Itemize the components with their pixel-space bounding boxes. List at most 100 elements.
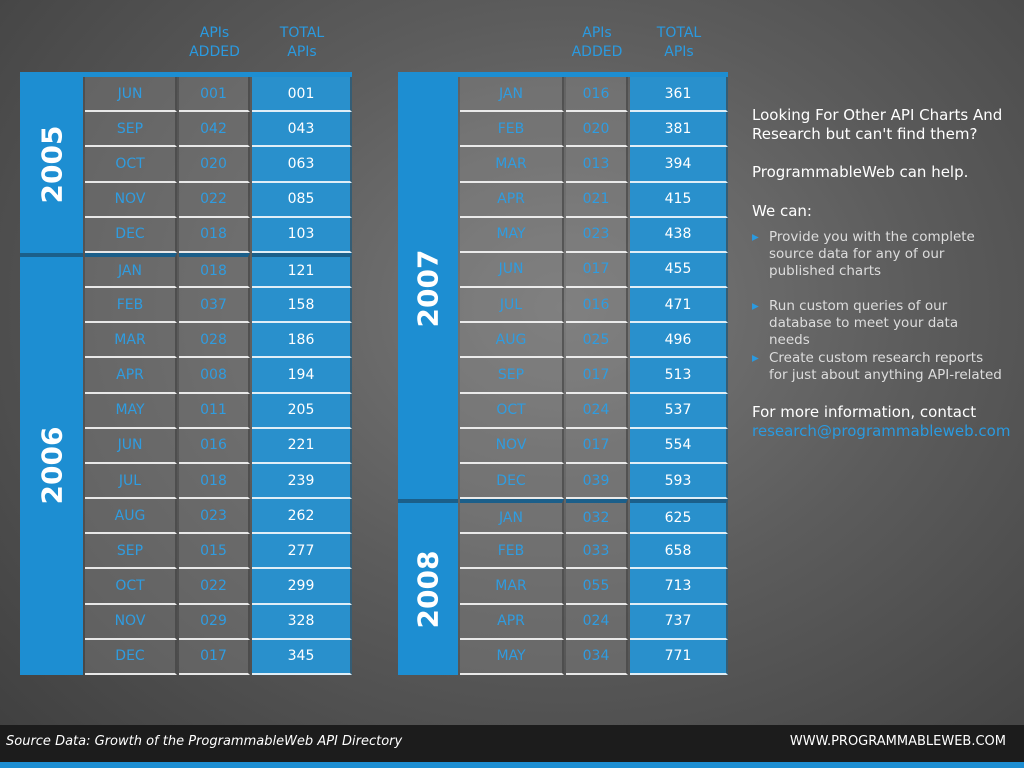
- month-cell: OCT: [85, 569, 177, 605]
- apis-added-cell: 008: [179, 358, 250, 394]
- sidebar-we-can: We can:: [752, 202, 812, 220]
- month-cell: MAY: [460, 639, 564, 675]
- apis-added-cell: 021: [566, 182, 628, 218]
- sidebar-bullet: Provide you with the complete source dat…: [752, 229, 1002, 280]
- apis-added-cell: 020: [179, 147, 250, 183]
- month-cell: MAR: [85, 323, 177, 359]
- apis-added-cell: 017: [566, 358, 628, 394]
- apis-added-cell: 017: [566, 252, 628, 289]
- apis-added-cell: 020: [566, 112, 628, 148]
- total-apis-cell: 415: [630, 182, 728, 218]
- month-cell: OCT: [85, 147, 177, 183]
- column-header: APIs: [287, 44, 317, 60]
- month-cell: AUG: [85, 499, 177, 535]
- apis-added-cell: 023: [179, 499, 250, 535]
- total-apis-cell: 063: [252, 147, 352, 183]
- year-cell: 2007: [398, 77, 458, 500]
- column-header: APIs: [664, 44, 694, 60]
- year-label: 2005: [35, 125, 68, 204]
- month-cell: DEC: [85, 639, 177, 675]
- total-apis-cell: 471: [630, 288, 728, 324]
- total-apis-cell: 043: [252, 112, 352, 148]
- footer-bar: [0, 725, 1024, 762]
- month-cell: SEP: [460, 358, 564, 394]
- footer-source: Source Data: Growth of the ProgrammableW…: [6, 734, 403, 749]
- total-apis-cell: 496: [630, 323, 728, 359]
- month-cell: JUL: [460, 288, 564, 324]
- apis-added-cell: 018: [179, 252, 250, 289]
- apis-added-cell: 037: [179, 288, 250, 324]
- total-apis-cell: 554: [630, 428, 728, 464]
- apis-added-cell: 028: [179, 323, 250, 359]
- total-apis-cell: 381: [630, 112, 728, 148]
- total-apis-cell: 085: [252, 182, 352, 218]
- apis-added-cell: 015: [179, 534, 250, 570]
- apis-added-cell: 016: [566, 77, 628, 113]
- total-apis-cell: 625: [630, 499, 728, 535]
- month-cell: SEP: [85, 534, 177, 570]
- month-cell: APR: [85, 358, 177, 394]
- total-apis-cell: 121: [252, 252, 352, 289]
- month-cell: FEB: [460, 112, 564, 148]
- apis-added-cell: 011: [179, 393, 250, 429]
- month-cell: AUG: [460, 323, 564, 359]
- apis-added-cell: 017: [566, 428, 628, 464]
- month-cell: JUN: [85, 428, 177, 464]
- apis-added-cell: 024: [566, 604, 628, 640]
- apis-added-cell: 042: [179, 112, 250, 148]
- total-apis-cell: 299: [252, 569, 352, 605]
- total-apis-cell: 205: [252, 393, 352, 429]
- footer-stripe: [0, 762, 1024, 768]
- column-header: ADDED: [189, 44, 240, 60]
- column-header: APIs: [582, 25, 612, 41]
- year-cell: 2005: [20, 77, 83, 253]
- total-apis-cell: 361: [630, 77, 728, 113]
- total-apis-cell: 194: [252, 358, 352, 394]
- total-apis-cell: 537: [630, 393, 728, 429]
- table-top-band: [398, 72, 728, 77]
- month-cell: SEP: [85, 112, 177, 148]
- apis-added-cell: 039: [566, 463, 628, 500]
- total-apis-cell: 658: [630, 534, 728, 570]
- month-cell: JUL: [85, 463, 177, 500]
- total-apis-cell: 103: [252, 217, 352, 253]
- sidebar-help: ProgrammableWeb can help.: [752, 163, 969, 181]
- total-apis-cell: 221: [252, 428, 352, 464]
- apis-added-cell: 016: [566, 288, 628, 324]
- apis-added-cell: 029: [179, 604, 250, 640]
- sidebar-contact: For more information, contact: [752, 403, 977, 421]
- apis-added-cell: 018: [179, 463, 250, 500]
- sidebar-email[interactable]: research@programmableweb.com: [752, 422, 1011, 440]
- month-cell: JAN: [85, 252, 177, 289]
- total-apis-cell: 455: [630, 252, 728, 289]
- month-cell: MAR: [460, 569, 564, 605]
- total-apis-cell: 277: [252, 534, 352, 570]
- column-header: TOTAL: [279, 25, 325, 41]
- column-header: TOTAL: [656, 25, 702, 41]
- apis-added-cell: 017: [179, 639, 250, 675]
- month-cell: JAN: [460, 499, 564, 535]
- sidebar-bullet: Run custom queries of our database to me…: [752, 298, 1002, 349]
- month-cell: MAY: [85, 393, 177, 429]
- month-cell: FEB: [85, 288, 177, 324]
- apis-added-cell: 022: [179, 182, 250, 218]
- month-cell: FEB: [460, 534, 564, 570]
- footer-url[interactable]: WWW.PROGRAMMABLEWEB.COM: [789, 734, 1006, 749]
- apis-added-cell: 023: [566, 217, 628, 253]
- total-apis-cell: 262: [252, 499, 352, 535]
- apis-added-cell: 022: [179, 569, 250, 605]
- table-top-band: [20, 72, 352, 77]
- month-cell: NOV: [85, 182, 177, 218]
- month-cell: NOV: [460, 428, 564, 464]
- month-cell: JUN: [460, 252, 564, 289]
- sidebar-intro: Looking For Other API Charts And Researc…: [752, 106, 1003, 143]
- apis-added-cell: 025: [566, 323, 628, 359]
- total-apis-cell: 328: [252, 604, 352, 640]
- year-label: 2007: [411, 249, 445, 328]
- month-cell: JUN: [85, 77, 177, 113]
- year-cell: 2006: [20, 252, 83, 675]
- column-header: ADDED: [571, 44, 623, 60]
- month-cell: OCT: [460, 393, 564, 429]
- month-cell: NOV: [85, 604, 177, 640]
